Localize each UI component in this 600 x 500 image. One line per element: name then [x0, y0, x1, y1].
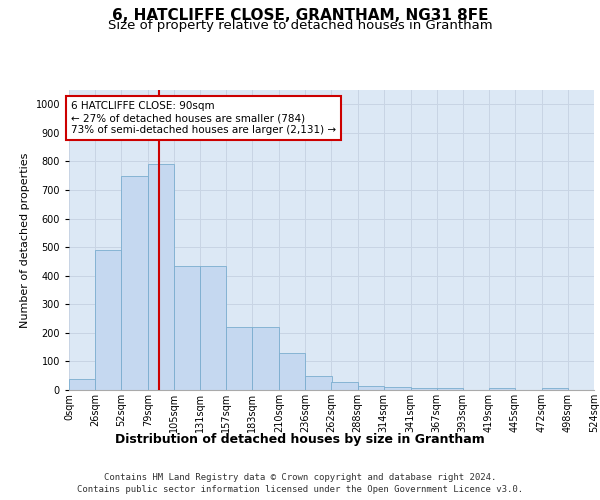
Text: Distribution of detached houses by size in Grantham: Distribution of detached houses by size …	[115, 432, 485, 446]
Bar	[121, 176, 148, 390]
Text: Contains public sector information licensed under the Open Government Licence v3: Contains public sector information licen…	[77, 485, 523, 494]
Bar	[410, 388, 437, 390]
Bar	[69, 378, 95, 390]
Y-axis label: Number of detached properties: Number of detached properties	[20, 152, 30, 328]
Bar	[280, 353, 305, 390]
Text: 6 HATCLIFFE CLOSE: 90sqm
← 27% of detached houses are smaller (784)
73% of semi-: 6 HATCLIFFE CLOSE: 90sqm ← 27% of detach…	[71, 102, 336, 134]
Text: Contains HM Land Registry data © Crown copyright and database right 2024.: Contains HM Land Registry data © Crown c…	[104, 472, 496, 482]
Bar	[253, 327, 280, 390]
Bar	[174, 266, 200, 390]
Bar	[200, 266, 226, 390]
Text: Size of property relative to detached houses in Grantham: Size of property relative to detached ho…	[107, 19, 493, 32]
Bar	[226, 327, 253, 390]
Bar	[358, 386, 383, 390]
Bar	[542, 388, 568, 390]
Bar	[95, 250, 121, 390]
Bar	[437, 388, 463, 390]
Text: 6, HATCLIFFE CLOSE, GRANTHAM, NG31 8FE: 6, HATCLIFFE CLOSE, GRANTHAM, NG31 8FE	[112, 8, 488, 22]
Bar	[331, 382, 358, 390]
Bar	[489, 388, 515, 390]
Bar	[148, 164, 174, 390]
Bar	[305, 376, 331, 390]
Bar	[383, 387, 410, 390]
